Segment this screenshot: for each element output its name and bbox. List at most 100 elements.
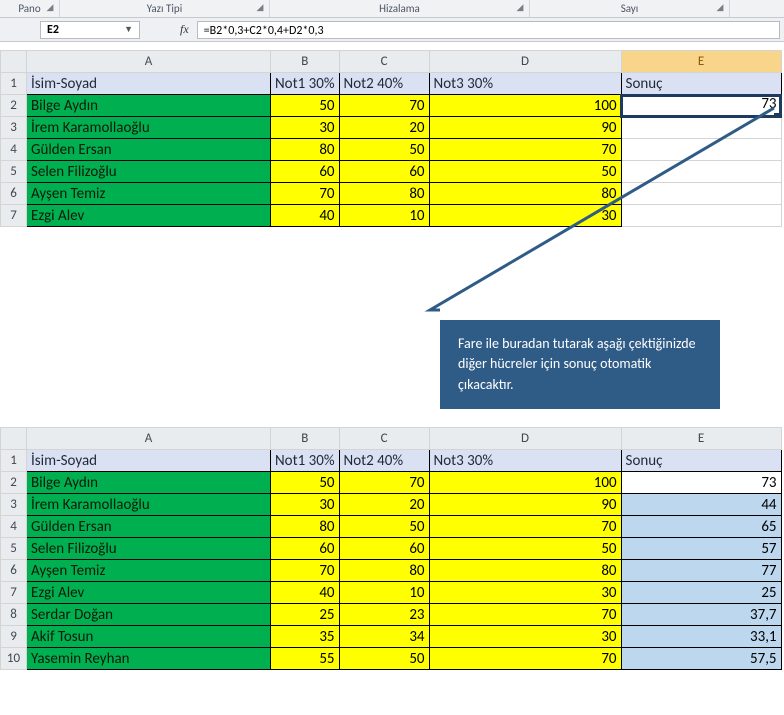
score-cell[interactable]: 10 [339,582,429,604]
row-header[interactable]: 3 [1,117,27,139]
name-cell[interactable]: Ezgi Alev [27,582,271,604]
column-header[interactable]: C [339,51,429,73]
column-header[interactable]: A [27,51,271,73]
dialog-launcher-icon[interactable]: ◢ [514,2,526,14]
score-cell[interactable]: 100 [429,95,621,117]
name-cell[interactable]: Ezgi Alev [27,205,271,227]
score-cell[interactable]: 40 [271,582,340,604]
score-cell[interactable]: 70 [339,472,429,494]
fill-handle[interactable] [774,113,780,117]
result-cell[interactable]: 25 [621,582,781,604]
row-header[interactable]: 5 [1,538,27,560]
result-cell[interactable] [621,117,781,139]
score-cell[interactable]: 50 [339,139,429,161]
result-cell[interactable]: 57 [621,538,781,560]
result-cell[interactable]: 65 [621,516,781,538]
name-cell[interactable]: Yasemin Reyhan [27,648,271,670]
result-cell[interactable] [621,139,781,161]
row-header[interactable]: 4 [1,139,27,161]
name-cell[interactable]: Gülden Ersan [27,139,271,161]
grid-1[interactable]: ABCDE1İsim-SoyadNot1 30%Not2 40%Not3 30%… [0,50,782,227]
table-header-cell[interactable]: Sonuç [621,450,781,472]
score-cell[interactable]: 90 [429,494,621,516]
score-cell[interactable]: 70 [339,95,429,117]
name-cell[interactable]: Selen Filizoğlu [27,161,271,183]
score-cell[interactable]: 80 [339,560,429,582]
table-header-cell[interactable]: Not1 30% [271,450,340,472]
column-header[interactable]: B [271,51,340,73]
score-cell[interactable]: 30 [271,494,340,516]
result-cell[interactable]: 77 [621,560,781,582]
score-cell[interactable]: 55 [271,648,340,670]
result-cell[interactable]: 73 [621,95,781,117]
result-cell[interactable]: 37,7 [621,604,781,626]
score-cell[interactable]: 10 [339,205,429,227]
name-cell[interactable]: Serdar Doğan [27,604,271,626]
row-header[interactable]: 2 [1,472,27,494]
row-header[interactable]: 4 [1,516,27,538]
row-header[interactable]: 10 [1,648,27,670]
row-header[interactable]: 7 [1,582,27,604]
score-cell[interactable]: 34 [339,626,429,648]
row-header[interactable]: 9 [1,626,27,648]
score-cell[interactable]: 70 [429,604,621,626]
row-header[interactable]: 7 [1,205,27,227]
score-cell[interactable]: 40 [271,205,340,227]
table-header-cell[interactable]: İsim-Soyad [27,450,271,472]
column-header[interactable]: D [429,51,621,73]
score-cell[interactable]: 50 [339,516,429,538]
table-header-cell[interactable]: Not2 40% [339,73,429,95]
score-cell[interactable]: 60 [271,538,340,560]
score-cell[interactable]: 30 [429,582,621,604]
column-header[interactable]: E [621,428,781,450]
row-header[interactable]: 2 [1,95,27,117]
score-cell[interactable]: 80 [271,516,340,538]
score-cell[interactable]: 90 [429,117,621,139]
name-cell[interactable]: Bilge Aydın [27,95,271,117]
name-box[interactable]: E2 ▼ [40,21,140,39]
row-header[interactable]: 1 [1,73,27,95]
name-cell[interactable]: İrem Karamollaoğlu [27,494,271,516]
name-cell[interactable]: Gülden Ersan [27,516,271,538]
column-header[interactable]: A [27,428,271,450]
score-cell[interactable]: 25 [271,604,340,626]
score-cell[interactable]: 35 [271,626,340,648]
score-cell[interactable]: 80 [339,183,429,205]
dialog-launcher-icon[interactable]: ◢ [44,2,56,14]
column-header[interactable]: D [429,428,621,450]
row-header[interactable]: 1 [1,450,27,472]
score-cell[interactable]: 23 [339,604,429,626]
score-cell[interactable]: 20 [339,494,429,516]
name-cell[interactable]: İrem Karamollaoğlu [27,117,271,139]
score-cell[interactable]: 80 [429,183,621,205]
table-header-cell[interactable]: Not2 40% [339,450,429,472]
score-cell[interactable]: 50 [271,472,340,494]
select-all-corner[interactable] [1,428,27,450]
result-cell[interactable]: 44 [621,494,781,516]
score-cell[interactable]: 70 [429,516,621,538]
table-header-cell[interactable]: Not1 30% [271,73,340,95]
table-header-cell[interactable]: İsim-Soyad [27,73,271,95]
result-cell[interactable]: 73 [621,472,781,494]
score-cell[interactable]: 30 [429,205,621,227]
name-cell[interactable]: Selen Filizoğlu [27,538,271,560]
score-cell[interactable]: 70 [271,560,340,582]
row-header[interactable]: 6 [1,560,27,582]
score-cell[interactable]: 70 [429,648,621,670]
row-header[interactable]: 6 [1,183,27,205]
row-header[interactable]: 3 [1,494,27,516]
column-header[interactable]: E [621,51,781,73]
result-cell[interactable] [621,205,781,227]
table-header-cell[interactable]: Not3 30% [429,450,621,472]
fx-icon[interactable]: fx [180,22,189,37]
score-cell[interactable]: 30 [429,626,621,648]
name-cell[interactable]: Akif Tosun [27,626,271,648]
result-cell[interactable]: 57,5 [621,648,781,670]
row-header[interactable]: 5 [1,161,27,183]
formula-input[interactable]: =B2*0,3+C2*0,4+D2*0,3 [197,21,780,39]
name-cell[interactable]: Ayşen Temiz [27,183,271,205]
score-cell[interactable]: 50 [429,161,621,183]
select-all-corner[interactable] [1,51,27,73]
score-cell[interactable]: 70 [271,183,340,205]
result-cell[interactable]: 33,1 [621,626,781,648]
